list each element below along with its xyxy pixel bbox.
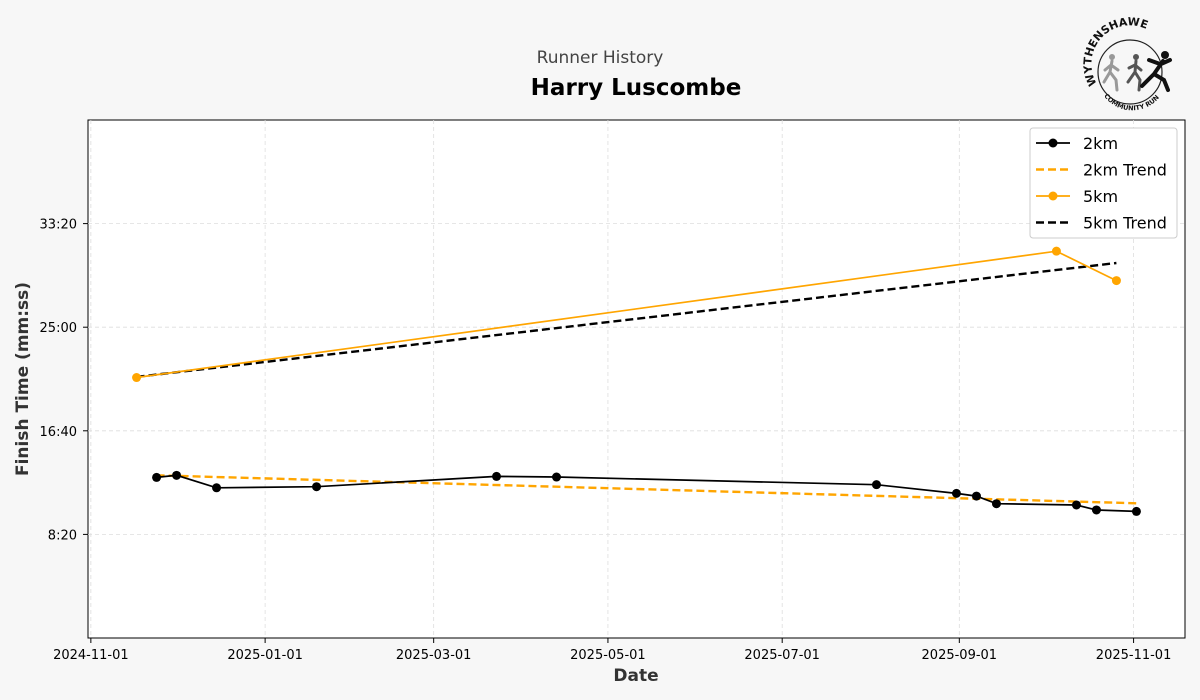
- legend-label-2km-trend: 2km Trend: [1083, 161, 1167, 180]
- runner-figure-dark: [1140, 51, 1172, 92]
- x-axis-title: Date: [613, 666, 658, 686]
- data-point-2km: [951, 488, 961, 498]
- data-point-2km: [312, 482, 322, 492]
- y-tick-label: 16:40: [40, 425, 77, 440]
- legend: 2km 2km Trend 5km 5km Trend: [1029, 127, 1178, 239]
- data-point-2km: [152, 472, 162, 482]
- data-point-2km: [172, 470, 182, 480]
- runner-figure-mid: [1126, 54, 1143, 92]
- data-point-2km: [991, 499, 1001, 509]
- data-point-5km: [132, 373, 142, 383]
- x-tick-label: 2025-05-01: [570, 648, 646, 663]
- legend-label-5km-trend: 5km Trend: [1083, 214, 1167, 233]
- x-tick-label: 2024-11-01: [53, 648, 129, 663]
- plot-area: [87, 119, 1186, 639]
- data-point-5km: [1051, 246, 1061, 256]
- legend-label-5km: 5km: [1083, 187, 1118, 206]
- runner-figure-light: [1102, 54, 1120, 92]
- chart-supertitle: Runner History: [537, 48, 664, 68]
- x-tick-label: 2025-07-01: [744, 648, 820, 663]
- series-line-5km-trend: [136, 261, 1117, 379]
- x-tick-label: 2025-01-01: [227, 648, 303, 663]
- data-point-5km: [1111, 276, 1121, 286]
- y-axis-title: Finish Time (mm:ss): [13, 282, 33, 476]
- legend-box: [1029, 127, 1178, 239]
- grid: [88, 120, 1185, 638]
- y-tick-label: 8:20: [48, 528, 77, 543]
- data-point-2km: [1131, 506, 1141, 516]
- data-point-2km: [1071, 500, 1081, 510]
- data-point-2km: [552, 472, 562, 482]
- y-tick-label: 33:20: [40, 218, 77, 233]
- data-point-2km: [971, 491, 981, 501]
- legend-marker-5km: [1048, 191, 1058, 201]
- y-axis-ticks: 8:20 16:40 25:00 33:20: [40, 218, 88, 543]
- x-tick-label: 2025-11-01: [1096, 648, 1172, 663]
- data-point-2km: [1091, 505, 1101, 515]
- series-lines: [132, 246, 1141, 516]
- legend-label-2km: 2km: [1083, 134, 1118, 153]
- x-axis-ticks: 2024-11-01 2025-01-01 2025-03-01 2025-05-01…: [53, 638, 1171, 663]
- data-point-2km: [492, 471, 502, 481]
- data-point-2km: [212, 483, 222, 493]
- x-tick-label: 2025-09-01: [922, 648, 998, 663]
- x-tick-label: 2025-03-01: [396, 648, 472, 663]
- legend-marker-2km: [1048, 138, 1058, 148]
- y-tick-label: 25:00: [40, 321, 77, 336]
- data-point-2km: [871, 480, 881, 490]
- chart-title: Harry Luscombe: [531, 75, 742, 101]
